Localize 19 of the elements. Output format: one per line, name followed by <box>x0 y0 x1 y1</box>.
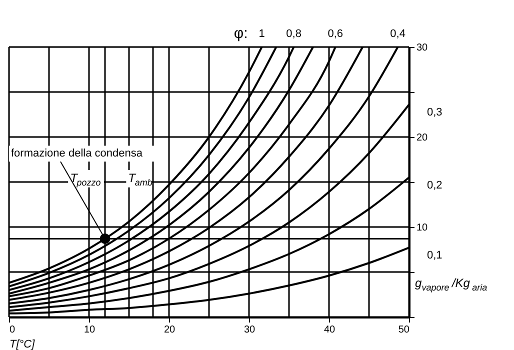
y-tick-label: 30 <box>416 42 428 54</box>
x-tick-label: 40 <box>324 324 336 336</box>
x-tick-label: 50 <box>398 324 410 336</box>
x-tick-label: 0 <box>10 324 16 336</box>
series-label: 0,1 <box>427 250 442 262</box>
x-tick-label: 30 <box>244 324 256 336</box>
text: φ: <box>234 25 248 42</box>
x-axis-title: T[°C] <box>10 338 36 350</box>
series-label: 0,6 <box>328 28 344 40</box>
y-tick-label: 10 <box>416 222 428 234</box>
series-label: 0,8 <box>286 28 302 40</box>
series-label: 1 <box>258 28 265 40</box>
annotation: formazione della condensa <box>11 148 144 160</box>
series-label: 0,4 <box>390 28 406 40</box>
x-tick-label: 20 <box>164 324 176 336</box>
y-tick-label: 20 <box>416 132 428 144</box>
series-label: 0,2 <box>427 180 442 192</box>
series-label: 0,3 <box>427 106 442 119</box>
x-tick-label: 10 <box>84 324 96 336</box>
